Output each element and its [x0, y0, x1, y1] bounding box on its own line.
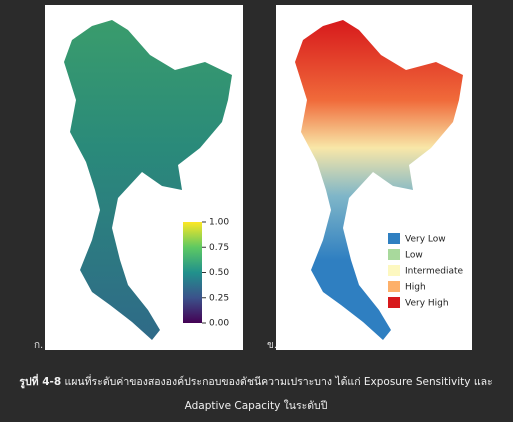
colorbar-ticks: 0.00 0.25 0.50 0.75 1.00 [202, 218, 229, 329]
caption-line: รูปที่ 4-8 แผนที่ระดับค่าของสององค์ประกอ… [19, 373, 492, 389]
panel-label: ข. [267, 340, 277, 351]
legend-swatch [388, 233, 400, 244]
panel-label: ก. [34, 340, 43, 351]
legend-label: High [405, 283, 426, 293]
legend-swatch [388, 281, 400, 292]
legend-swatch [388, 249, 400, 260]
legend: Very Low Low Intermediate High Very High [388, 233, 464, 309]
legend-label: Very High [405, 299, 449, 309]
legend-label: Very Low [405, 235, 446, 245]
tick-label: 0.50 [209, 268, 229, 278]
legend-label: Low [405, 251, 423, 261]
tick-label: 0.75 [209, 243, 229, 253]
tick-label: 0.00 [209, 319, 229, 329]
caption-line: Adaptive Capacity ในระดับปี [185, 399, 328, 412]
colorbar [183, 222, 202, 323]
caption-text: แผนที่ระดับค่าของสององค์ประกอบของดัชนีคว… [65, 374, 493, 388]
tick-label: 1.00 [209, 218, 229, 228]
tick-label: 0.25 [209, 293, 229, 303]
legend-label: Intermediate [405, 267, 464, 277]
legend-swatch [388, 297, 400, 308]
caption-number: รูปที่ 4-8 [19, 373, 61, 389]
legend-swatch [388, 265, 400, 276]
